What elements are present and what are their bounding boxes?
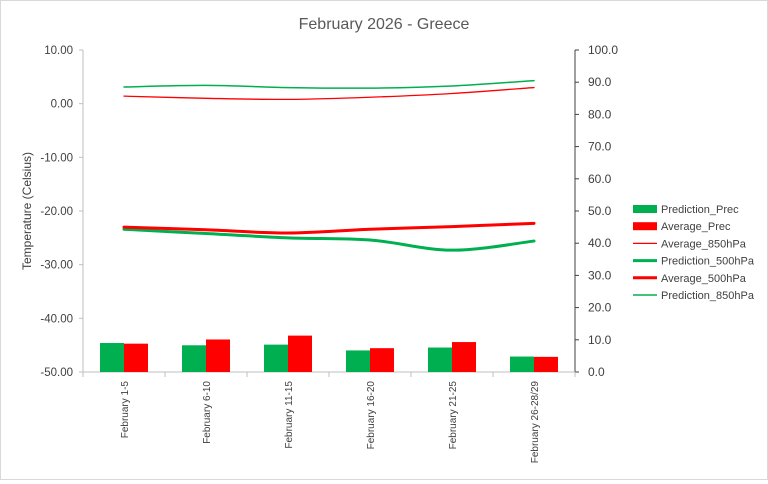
bar-prediction-prec [510,356,534,372]
category-label: February 1-5 [120,381,131,439]
right-tick-label: 0.0 [588,365,605,379]
category-label: February 6-10 [202,381,213,444]
left-tick-label: -50.00 [40,367,73,379]
category-label: February 11-15 [284,381,295,449]
legend-swatch-prediction-prec [633,205,657,213]
chart-title: February 2026 - Greece [299,16,470,33]
right-tick-label: 60.0 [588,172,612,186]
legend: Prediction_Prec Average_Prec Average_850hP… [633,204,755,302]
bar-average-prec [370,348,394,372]
bar-average-prec [124,343,148,372]
bar-prediction-prec [100,343,124,372]
left-tick-label: 10.00 [44,45,73,57]
left-tick-label: -40.00 [40,313,73,325]
line-average-500hpa [122,221,536,235]
bar-prediction-prec [428,347,452,372]
line-prediction-500hpa [122,227,536,252]
category-label: February 16-20 [366,381,377,450]
right-tick-label: 10.0 [588,333,612,347]
legend-label-prediction-prec: Prediction_Prec [661,204,739,216]
category-label: February 21-25 [448,381,459,450]
bar-average-prec [452,342,476,372]
bar-prediction-prec [182,345,206,372]
left-tick-label: -20.00 [40,206,73,218]
right-tick-label: 90.0 [588,75,612,89]
right-tick-label: 100.0 [588,43,618,57]
legend-label-prediction-850hpa: Prediction_850hPa [661,290,755,302]
legend-label-average-850hpa: Average_850hPa [661,238,747,250]
legend-swatch-average-prec [633,222,657,231]
legend-label-average-prec: Average_Prec [661,221,731,233]
left-tick-label: 0.00 [51,99,73,111]
bar-average-prec [206,339,230,372]
right-tick-label: 20.0 [588,301,612,315]
bar-average-prec [534,356,558,372]
line-prediction-850hpa [123,79,535,89]
legend-label-prediction-500hpa: Prediction_500hPa [661,256,755,268]
plot-area: -50.00 -40.00 -30.00 -20.00 -10.00 0.00 10.00 0… [40,43,618,463]
left-tick-label: -10.00 [40,152,73,164]
right-tick-label: 80.0 [588,107,612,121]
bar-prediction-prec [264,344,288,372]
left-tick-label: -30.00 [40,260,73,272]
bar-prediction-prec [346,350,370,372]
category-label: February 26-28/29 [530,381,541,464]
legend-label-average-500hpa: Average_500hPa [661,273,747,285]
right-tick-label: 50.0 [588,204,612,218]
right-tick-label: 70.0 [588,140,612,154]
line-average-850hpa [123,86,535,101]
bar-average-prec [288,335,312,372]
right-tick-label: 40.0 [588,236,612,250]
right-tick-label: 30.0 [588,268,612,282]
y-axis-title: Temperature (Celsius) [20,152,34,270]
